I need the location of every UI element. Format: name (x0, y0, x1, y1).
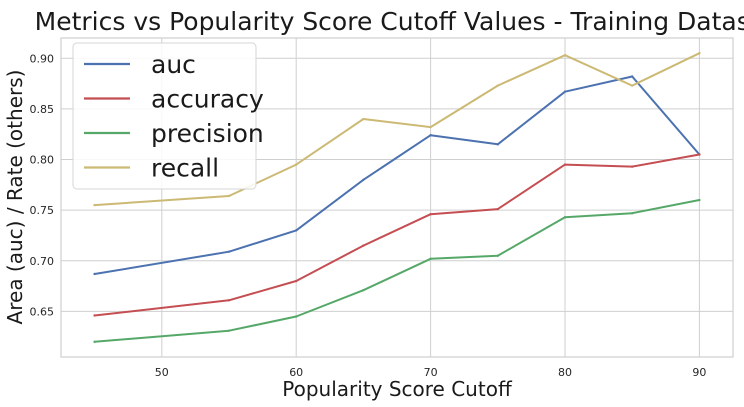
data-point-auc (227, 250, 231, 253)
data-point-precision (563, 216, 567, 219)
x-axis-label: Popularity Score Cutoff (282, 377, 513, 401)
data-point-auc (93, 272, 96, 276)
y-tick-label: 0.75 (30, 204, 55, 217)
data-point-recall (362, 117, 365, 121)
y-axis-ticks: 0.65 0.70 0.75 0.80 0.85 0.90 (30, 52, 55, 318)
data-point-recall (631, 84, 634, 87)
data-point-precision (429, 257, 432, 260)
chart-title: Metrics vs Popularity Score Cutoff Value… (35, 7, 744, 36)
data-point-accuracy (698, 153, 701, 156)
data-point-precision (93, 340, 96, 344)
data-point-accuracy (429, 213, 432, 216)
legend-label-precision: precision (151, 119, 264, 148)
data-point-auc (631, 75, 634, 78)
y-axis-label: Area (auc) / Rate (others) (3, 70, 27, 325)
data-point-auc (295, 229, 298, 232)
legend-label-auc: auc (151, 50, 196, 79)
series-line-precision (93, 199, 701, 343)
y-tick-label: 0.90 (30, 52, 55, 65)
data-point-auc (362, 178, 365, 181)
data-point-recall (698, 51, 701, 55)
plot-frame (60, 37, 734, 358)
data-point-auc (429, 134, 432, 137)
data-point-precision (631, 211, 634, 215)
data-point-precision (698, 198, 701, 202)
data-point-auc (496, 143, 499, 146)
data-point-auc (563, 90, 567, 93)
data-point-recall (93, 203, 96, 207)
legend-label-recall: recall (151, 154, 219, 183)
data-point-accuracy (295, 279, 298, 283)
legend-box (72, 42, 257, 190)
y-tick-label: 0.80 (30, 154, 55, 167)
data-point-precision (295, 315, 298, 318)
y-tick-label: 0.65 (30, 305, 55, 318)
data-point-recall (496, 84, 499, 87)
data-point-precision (227, 329, 231, 332)
data-point-recall (295, 163, 298, 166)
data-point-recall (227, 194, 231, 198)
data-point-recall (563, 54, 567, 57)
legend: auc accuracy precision recall (72, 42, 264, 190)
x-tick-label: 60 (289, 366, 303, 379)
data-point-accuracy (362, 244, 365, 247)
y-tick-label: 0.85 (30, 103, 55, 116)
x-tick-label: 90 (692, 366, 706, 379)
y-tick-label: 0.70 (30, 255, 55, 268)
x-tick-label: 80 (558, 366, 572, 379)
x-tick-label: 50 (155, 366, 169, 379)
data-point-accuracy (93, 314, 96, 317)
data-point-accuracy (631, 165, 634, 168)
data-point-precision (496, 254, 499, 257)
data-point-accuracy (563, 163, 567, 166)
x-axis-ticks: 50 60 70 80 90 (155, 366, 707, 379)
data-point-recall (429, 125, 432, 129)
data-point-accuracy (227, 299, 231, 302)
legend-label-accuracy: accuracy (151, 85, 264, 114)
x-tick-label: 70 (424, 366, 438, 379)
data-point-precision (362, 288, 365, 292)
data-point-accuracy (496, 207, 499, 211)
